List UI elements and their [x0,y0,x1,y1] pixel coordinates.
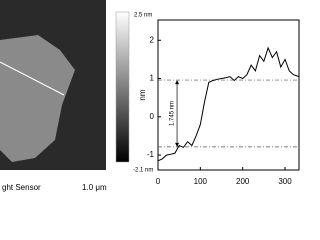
profile-line [0,61,65,96]
colorbar [115,11,130,163]
scale-bar-label: 1.0 μm [82,183,107,192]
y-tick-label: -1 [147,150,155,159]
x-tick-label: 0 [156,177,161,186]
y-axis-label: nm [138,89,147,100]
y-tick-label: 1 [150,74,155,83]
y-tick-label: 0 [150,112,155,121]
y-tick-label: 2 [150,35,155,44]
x-tick-label: 300 [278,177,292,186]
x-tick-label: 100 [194,177,208,186]
sensor-label: ght Sensor [2,183,41,192]
annotation: 1.745 nm [170,101,176,126]
plot-frame [157,19,300,171]
x-tick-label: 200 [236,177,250,186]
colorbar-min: -2.1 nm [133,168,153,174]
colorbar-max: 2.5 nm [134,13,152,19]
profile-line [157,46,300,162]
flake [0,35,75,162]
figure: ght Sensor 1.0 μm 2.5 nm -2.1 nm nm -1 0 1… [0,0,300,192]
